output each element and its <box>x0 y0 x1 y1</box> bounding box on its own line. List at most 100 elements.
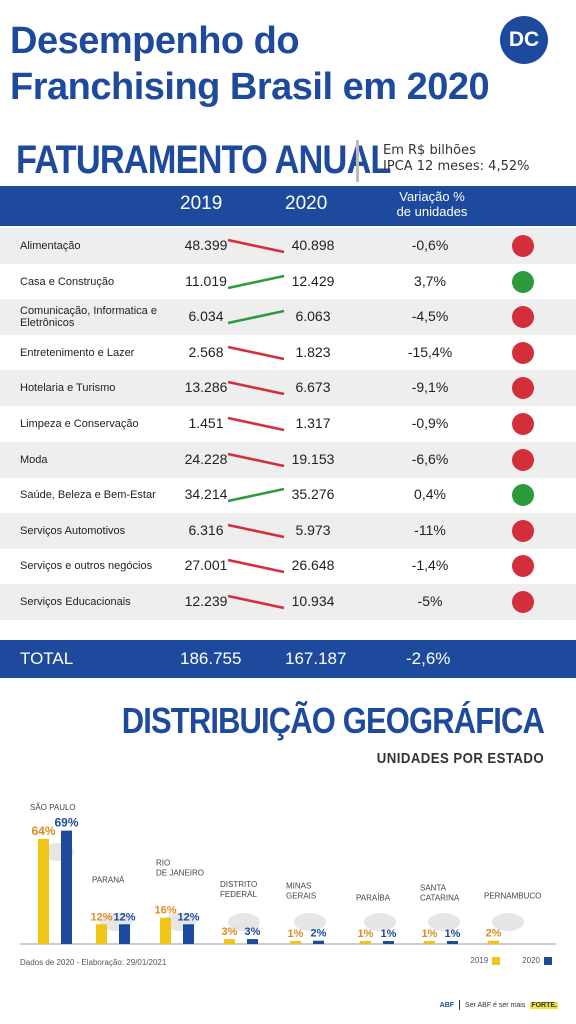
ipca-note: IPCA 12 meses: 4,52% <box>383 159 530 174</box>
state-map-shape <box>364 913 396 931</box>
header-2019: 2019 <box>180 193 223 214</box>
state-label: SANTA <box>420 883 447 892</box>
row-value-2019: 2.568 <box>188 343 224 360</box>
trend-line <box>227 416 285 432</box>
bar-2019 <box>488 940 499 944</box>
header-variation-line1: Variação % <box>399 189 465 204</box>
status-dot <box>512 591 534 613</box>
status-dot <box>512 448 534 471</box>
table-row: Serviços Automotivos 6.316 5.973 -11% <box>0 512 576 549</box>
table-row: Casa e Construção 11.019 12.429 3,7% <box>0 264 576 300</box>
row-value-2020: 6.063 <box>295 308 331 325</box>
bar-2020 <box>61 830 72 944</box>
row-value-2020: 26.648 <box>291 557 335 574</box>
brand-highlight: FORTE. <box>530 1001 558 1009</box>
row-value-2019: 11.019 <box>185 272 227 289</box>
row-variation: -9,1% <box>411 379 449 396</box>
row-value-2019: 13.286 <box>184 379 228 396</box>
trend-segment <box>227 309 285 325</box>
data-label-2020: 12% <box>113 911 135 923</box>
row-category: Entretenimento e Lazer <box>20 346 135 359</box>
bar-2019 <box>96 924 107 944</box>
row-value-2020: 10.934 <box>291 593 335 609</box>
state-map-shape <box>492 913 524 931</box>
state-map-shape <box>428 913 460 931</box>
geo-section-subtitle: UNIDADES POR ESTADO <box>376 750 544 767</box>
brand-separator <box>459 1000 461 1010</box>
table-row: Comunicação, Informatica e Eletrônicos 6.… <box>0 299 576 336</box>
trend-line <box>227 238 285 254</box>
total-label: TOTAL <box>20 649 74 668</box>
trend-line <box>227 559 285 574</box>
row-value-2019: 27.001 <box>184 557 228 574</box>
row-category: Alimentação <box>20 240 81 252</box>
section-divider <box>356 140 359 182</box>
table-row: Limpeza e Conservação 1.451 1.317 -0,9% <box>0 406 576 442</box>
legend-2019-label: 2019 <box>470 956 489 965</box>
row-variation: 0,4% <box>414 486 446 503</box>
state-label: RIO <box>156 859 170 868</box>
legend-2020-label: 2020 <box>522 956 540 965</box>
table-row: Moda 24.228 19.153 -6,6% <box>0 441 576 478</box>
row-category: Serviços Educacionais <box>20 596 131 608</box>
state-label: PARANÁ <box>92 875 125 884</box>
trend-segment <box>227 487 285 503</box>
row-variation: -4,5% <box>411 308 449 325</box>
bar-2019 <box>160 917 171 944</box>
trend-segment <box>227 594 285 610</box>
table-row: Saúde, Beleza e Bem-Estar 34.214 35.276 0,4… <box>0 477 576 513</box>
data-label-2019: 2% <box>486 928 502 940</box>
status-dot <box>512 377 534 400</box>
row-category: Casa e Construção <box>20 275 115 288</box>
dc-logo[interactable]: DC <box>500 16 548 64</box>
row-variation: -1,4% <box>411 557 449 574</box>
trend-segment <box>227 345 285 361</box>
title-line-2: Franchising Brasil em 2020 <box>10 66 490 108</box>
trend-line <box>227 452 285 467</box>
bar-2019 <box>360 941 371 944</box>
state-label: MINAS <box>286 882 311 891</box>
trend-segment <box>227 559 285 574</box>
row-variation: -0,6% <box>411 237 449 253</box>
bar-2020 <box>383 941 394 944</box>
bar-2020 <box>183 924 194 944</box>
trend-line <box>227 487 285 503</box>
state-map-shape <box>228 913 260 931</box>
row-category: Serviços e outros negócios <box>20 560 153 573</box>
legend-2019-swatch <box>492 956 501 965</box>
row-variation: -11% <box>414 521 446 538</box>
row-category: Limpeza e Conservação <box>20 418 139 430</box>
data-footnote: Dados de 2020 - Elaboração: 29/01/2021 <box>20 958 167 967</box>
status-dot <box>512 235 534 257</box>
table-row: Entretenimento e Lazer 2.568 1.823 -15,4% <box>0 335 576 371</box>
trend-line <box>227 345 285 361</box>
trend-line <box>227 381 285 396</box>
bar-2019 <box>38 838 49 944</box>
data-label-2020: 2% <box>311 928 327 940</box>
table-row: Serviços e outros negócios 27.001 26.648 -1… <box>0 548 576 584</box>
state-label: SÃO PAULO <box>30 803 76 812</box>
bar-2020 <box>119 924 130 944</box>
status-dot <box>512 555 534 578</box>
row-value-2020: 19.153 <box>291 450 335 467</box>
row-value-2020: 1.823 <box>295 343 331 360</box>
revenue-section-note: Em R$ bilhões IPCA 12 meses: 4,52% <box>383 143 529 175</box>
abf-brand: ABF Ser ABF é ser mais FORTE. <box>440 1000 558 1010</box>
legend-2020-swatch <box>544 956 552 965</box>
row-value-2020: 5.973 <box>295 521 331 538</box>
header-2020: 2020 <box>285 193 328 214</box>
row-value-2019: 24.228 <box>184 450 228 467</box>
row-variation: -0,9% <box>411 415 449 431</box>
data-label-2020: 1% <box>381 928 397 940</box>
row-value-2020: 1.317 <box>295 415 331 431</box>
total-2019: 186.755 <box>180 649 242 668</box>
chart-legend: 2019 2020 <box>470 956 552 965</box>
page-title: Desempenho do Franchising Brasil em 2020 <box>10 18 490 110</box>
trend-segment <box>227 452 285 467</box>
state-label: DE JANEIRO <box>156 869 204 878</box>
total-variation: -2,6% <box>406 649 451 668</box>
table-row: Hotelaria e Turismo 13.286 6.673 -9,1% <box>0 370 576 407</box>
header-variation-line2: de unidades <box>396 204 468 219</box>
state-label: FEDERAL <box>220 890 257 899</box>
row-value-2019: 12.239 <box>184 593 228 609</box>
